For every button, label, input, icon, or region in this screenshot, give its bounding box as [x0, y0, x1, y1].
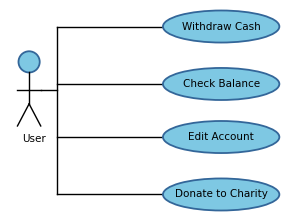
Text: Withdraw Cash: Withdraw Cash [182, 21, 260, 32]
Ellipse shape [163, 121, 279, 153]
Text: Check Balance: Check Balance [182, 79, 260, 89]
Ellipse shape [19, 51, 40, 72]
Ellipse shape [163, 179, 279, 210]
Text: Edit Account: Edit Account [188, 132, 254, 142]
Ellipse shape [163, 68, 279, 100]
Ellipse shape [163, 10, 279, 42]
Text: Donate to Charity: Donate to Charity [175, 189, 268, 200]
Text: User: User [22, 134, 46, 144]
